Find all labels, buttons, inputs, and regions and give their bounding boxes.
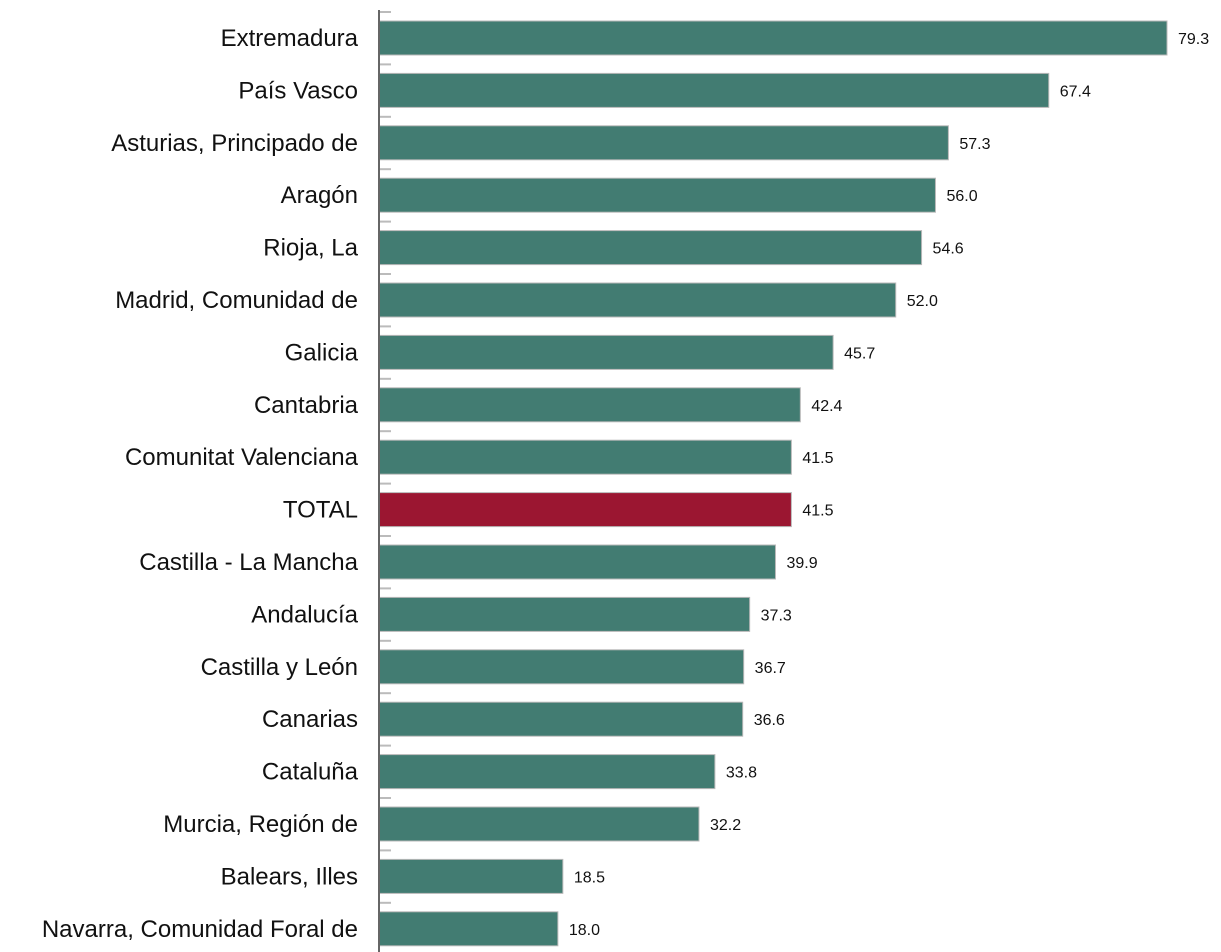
bar-13	[378, 701, 744, 737]
bar-0	[378, 20, 1168, 56]
category-label: Andalucía	[251, 601, 358, 628]
category-label: Madrid, Comunidad de	[115, 287, 358, 314]
value-label: 67.4	[1060, 83, 1091, 100]
bar-12	[378, 649, 745, 685]
bar-4	[378, 230, 923, 266]
bar-14	[378, 754, 716, 790]
bar-8	[378, 439, 792, 475]
bar-16	[378, 858, 564, 894]
y-axis	[378, 10, 391, 952]
category-label: Navarra, Comunidad Foral de	[42, 916, 358, 943]
bar-7	[378, 387, 801, 423]
value-label: 79.3	[1178, 31, 1209, 48]
category-label: Castilla y León	[201, 654, 358, 681]
value-label: 41.5	[802, 450, 833, 467]
bar-6	[378, 334, 834, 370]
value-label: 57.3	[959, 136, 990, 153]
category-label: Extremadura	[221, 25, 359, 52]
value-label: 42.4	[811, 398, 842, 415]
category-label: Cantabria	[254, 392, 359, 419]
value-label: 56.0	[946, 188, 977, 205]
value-label: 32.2	[710, 817, 741, 834]
bar-9	[378, 492, 792, 528]
value-label: 36.6	[754, 712, 785, 729]
value-label: 33.8	[726, 765, 757, 782]
category-label: Balears, Illes	[221, 863, 358, 890]
value-labels-group: 79.3 67.4 57.3 56.0 54.6 52.0 45.7 42.4 41.5 41.5…	[569, 31, 1209, 939]
category-label: Murcia, Región de	[163, 811, 358, 838]
category-label: Aragón	[281, 182, 358, 209]
bar-11	[378, 596, 751, 632]
category-label: TOTAL	[283, 497, 358, 524]
value-label: 18.5	[574, 869, 605, 886]
value-label: 39.9	[786, 555, 817, 572]
category-label: Asturias, Principado de	[111, 130, 358, 157]
value-label: 52.0	[907, 293, 938, 310]
category-labels-group: Extremadura País Vasco Asturias, Principad…	[42, 25, 359, 943]
bar-2	[378, 125, 949, 161]
category-label: Galicia	[285, 339, 359, 366]
category-label: Castilla - La Mancha	[139, 549, 358, 576]
value-label: 37.3	[761, 607, 792, 624]
bars-group	[378, 20, 1168, 947]
bar-15	[378, 806, 700, 842]
value-label: 18.0	[569, 922, 600, 939]
bar-17	[378, 911, 559, 947]
category-label: Comunitat Valenciana	[125, 444, 359, 471]
bar-3	[378, 177, 936, 213]
bar-5	[378, 282, 897, 318]
value-label: 45.7	[844, 345, 875, 362]
category-label: Cataluña	[262, 759, 359, 786]
value-label: 54.6	[933, 241, 964, 258]
value-label: 36.7	[755, 660, 786, 677]
category-label: Canarias	[262, 706, 358, 733]
category-label: País Vasco	[238, 77, 358, 104]
bar-10	[378, 544, 776, 580]
category-label: Rioja, La	[263, 235, 358, 262]
bar-1	[378, 72, 1050, 108]
value-label: 41.5	[802, 503, 833, 520]
